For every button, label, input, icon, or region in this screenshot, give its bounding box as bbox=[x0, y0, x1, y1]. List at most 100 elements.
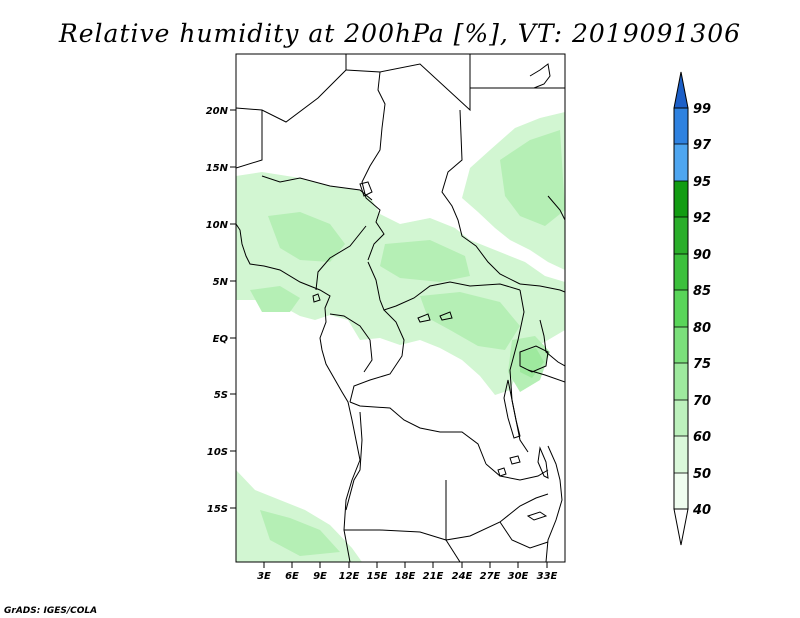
lon-tick-label: 3E bbox=[257, 571, 271, 582]
border-botswana bbox=[445, 539, 461, 562]
lat-tick: 15S bbox=[207, 504, 236, 515]
humidity-shading bbox=[236, 112, 565, 562]
border-east-africa bbox=[519, 283, 565, 293]
lon-tick: 24E bbox=[452, 562, 473, 582]
lon-tick-label: 27E bbox=[480, 571, 501, 582]
colorbar-bin-80-85 bbox=[674, 290, 688, 327]
lake-chad bbox=[359, 181, 373, 197]
colorbar-bin-90-92 bbox=[674, 217, 688, 254]
map-panel: 20N 15N 10N 5N EQ 5S 10S 15S 3E 6E 9E 12… bbox=[206, 53, 566, 582]
colorbar-top-arrow bbox=[673, 71, 689, 109]
humidity-patch-3 bbox=[420, 292, 520, 350]
colorbar-label: 40 bbox=[692, 503, 711, 518]
lon-tick-label: 15E bbox=[367, 571, 388, 582]
lat-tick-label: 5S bbox=[214, 390, 228, 401]
lon-tick: 30E bbox=[508, 562, 529, 582]
lake-tanganyika bbox=[503, 379, 521, 439]
colorbar-label: 95 bbox=[693, 175, 711, 190]
colorbar-bin-85-90 bbox=[674, 254, 688, 290]
border-car-drc bbox=[349, 309, 405, 403]
border-uganda-kenya bbox=[539, 319, 565, 367]
border-niger-nigeria bbox=[261, 175, 373, 201]
colorbar-outline bbox=[673, 107, 689, 510]
lon-tick-label: 12E bbox=[339, 571, 360, 582]
lake-small-3 bbox=[509, 455, 521, 465]
map-title: Relative humidity at 200hPa [%], VT: 201… bbox=[58, 19, 741, 48]
coastline-west-africa bbox=[236, 223, 361, 562]
border-cameroon-car bbox=[367, 261, 521, 311]
lon-tick-label: 33E bbox=[537, 571, 558, 582]
border-ethiopia bbox=[547, 195, 565, 221]
lon-tick: 21E bbox=[423, 562, 444, 582]
border-nigeria-cameroon bbox=[315, 225, 367, 291]
colorbar-label: 60 bbox=[693, 430, 711, 445]
colorbar-separators bbox=[674, 143, 688, 474]
lon-tick-label: 18E bbox=[395, 571, 416, 582]
border-libya-chad bbox=[379, 54, 471, 112]
colorbar-bin-95-97 bbox=[674, 144, 688, 181]
longitude-axis: 3E 6E 9E 12E 15E 18E 21E 24E 27E 30E 33E bbox=[257, 562, 558, 582]
lon-tick-label: 21E bbox=[423, 571, 444, 582]
border-mozambique bbox=[545, 445, 563, 562]
lon-tick: 18E bbox=[395, 562, 416, 582]
humidity-patch-1 bbox=[268, 212, 345, 262]
map-frame bbox=[235, 53, 566, 563]
colorbar-bin-60-70 bbox=[674, 400, 688, 436]
colorbar-bin-50-60 bbox=[674, 436, 688, 473]
colorbar-label: 75 bbox=[693, 357, 711, 372]
border-chad-sudan bbox=[441, 109, 521, 285]
lon-tick: 33E bbox=[537, 562, 558, 582]
lat-tick-label: 20N bbox=[206, 106, 229, 117]
border-mali-niger bbox=[236, 110, 263, 169]
border-angola-namibia bbox=[344, 529, 447, 541]
lon-tick-label: 9E bbox=[313, 571, 327, 582]
lake-malawi bbox=[537, 446, 549, 479]
lon-tick-label: 6E bbox=[285, 571, 299, 582]
colorbar-label: 70 bbox=[693, 394, 711, 409]
colorbar-label: 97 bbox=[693, 138, 712, 153]
lake-small-1 bbox=[417, 313, 431, 323]
lon-tick: 12E bbox=[339, 562, 360, 582]
colorbar-bin-97-99 bbox=[674, 108, 688, 144]
border-angola-drc bbox=[349, 401, 487, 465]
humidity-patch-4 bbox=[500, 130, 565, 226]
colorbar-label: 90 bbox=[693, 248, 711, 263]
humidity-patch-6 bbox=[260, 510, 340, 556]
lat-tick: 20N bbox=[206, 106, 236, 117]
colorbar-label: 92 bbox=[693, 211, 711, 226]
lon-tick: 27E bbox=[480, 562, 501, 582]
humidity-patch-5 bbox=[250, 286, 300, 312]
lake-victoria bbox=[519, 345, 549, 373]
colorbar-label: 85 bbox=[693, 284, 711, 299]
border-zimbabwe bbox=[499, 521, 549, 549]
lon-tick: 6E bbox=[285, 562, 299, 582]
lon-tick-label: 24E bbox=[452, 571, 473, 582]
humidity-patch-8 bbox=[520, 348, 544, 378]
colorbar: 99 97 95 92 90 85 80 75 70 60 50 40 bbox=[673, 71, 712, 546]
red-sea-coast bbox=[529, 63, 551, 89]
lat-tick: 10S bbox=[207, 447, 236, 458]
lat-tick: EQ bbox=[213, 334, 236, 345]
lake-small-2 bbox=[439, 311, 453, 321]
lon-tick: 15E bbox=[367, 562, 388, 582]
lake-small-4 bbox=[497, 467, 507, 477]
lat-tick: 5S bbox=[214, 390, 236, 401]
colorbar-bin-92-95 bbox=[674, 181, 688, 217]
grads-credit: GrADS: IGES/COLA bbox=[4, 606, 97, 616]
colorbar-label: 99 bbox=[693, 102, 711, 117]
colorbar-label: 50 bbox=[693, 467, 711, 482]
country-borders bbox=[236, 54, 565, 562]
lon-tick-label: 30E bbox=[508, 571, 529, 582]
lat-tick-label: 10S bbox=[207, 447, 228, 458]
lat-tick: 15N bbox=[206, 163, 236, 174]
humidity-patch-2 bbox=[380, 240, 470, 282]
lat-tick: 10N bbox=[206, 220, 236, 231]
latitude-axis: 20N 15N 10N 5N EQ 5S 10S 15S bbox=[206, 106, 236, 515]
colorbar-bin-40-50 bbox=[674, 473, 688, 509]
colorbar-bottom-arrow bbox=[673, 508, 689, 546]
lat-tick-label: 15S bbox=[207, 504, 228, 515]
border-angola-zambia bbox=[345, 411, 363, 511]
border-gabon-congo bbox=[329, 313, 373, 373]
lat-tick-label: 15N bbox=[206, 163, 229, 174]
